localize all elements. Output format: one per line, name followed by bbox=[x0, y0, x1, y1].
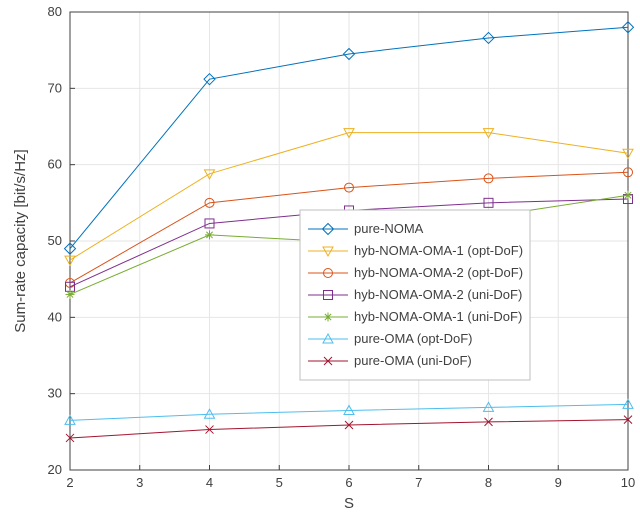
line-chart: 2 3 4 5 6 7 8 9 10 20 30 40 50 60 70 80 S Sum-rate capaci… bbox=[0, 0, 640, 514]
y-tick-label: 40 bbox=[48, 309, 62, 324]
x-tick-label: 8 bbox=[485, 475, 492, 490]
y-tick-label: 70 bbox=[48, 80, 62, 95]
x-tick-label: 10 bbox=[621, 475, 635, 490]
y-tick-label: 30 bbox=[48, 386, 62, 401]
x-tick-label: 9 bbox=[555, 475, 562, 490]
x-tick-label: 2 bbox=[66, 475, 73, 490]
legend-label: pure-NOMA bbox=[354, 221, 424, 236]
legend-label: pure-OMA (opt-DoF) bbox=[354, 331, 472, 346]
y-tick-label: 20 bbox=[48, 462, 62, 477]
y-tick-label: 60 bbox=[48, 157, 62, 172]
legend-label: hyb-NOMA-OMA-1 (uni-DoF) bbox=[354, 309, 522, 324]
legend-label: hyb-NOMA-OMA-1 (opt-DoF) bbox=[354, 243, 523, 258]
x-tick-label: 5 bbox=[276, 475, 283, 490]
y-tick-label: 50 bbox=[48, 233, 62, 248]
x-tick-label: 6 bbox=[345, 475, 352, 490]
legend: pure-NOMA hyb-NOMA-OMA-1 (opt-DoF) hyb-NOM… bbox=[300, 210, 530, 380]
legend-label: hyb-NOMA-OMA-2 (opt-DoF) bbox=[354, 265, 523, 280]
x-axis-label: S bbox=[344, 495, 354, 512]
legend-label: hyb-NOMA-OMA-2 (uni-DoF) bbox=[354, 287, 522, 302]
y-tick-label: 80 bbox=[48, 4, 62, 19]
y-axis-label: Sum-rate capacity [bit/s/Hz] bbox=[12, 149, 29, 332]
x-tick-label: 4 bbox=[206, 475, 213, 490]
legend-label: pure-OMA (uni-DoF) bbox=[354, 353, 472, 368]
x-tick-label: 3 bbox=[136, 475, 143, 490]
x-tick-label: 7 bbox=[415, 475, 422, 490]
